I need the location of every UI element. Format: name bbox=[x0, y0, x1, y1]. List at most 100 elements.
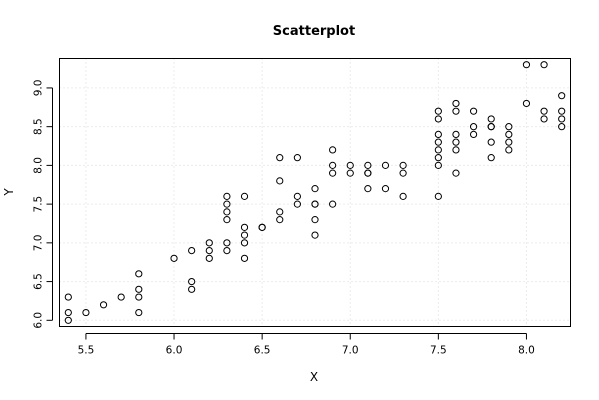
scatter-point bbox=[311, 216, 319, 224]
y-tick-label: 7.0 bbox=[33, 234, 45, 251]
scatter-point bbox=[223, 200, 231, 208]
scatter-point bbox=[276, 177, 284, 185]
scatter-point bbox=[240, 192, 249, 200]
scatter-point bbox=[434, 130, 442, 139]
x-tick-label: 7.5 bbox=[430, 345, 447, 357]
scatter-point bbox=[205, 239, 213, 247]
scatter-point bbox=[469, 130, 478, 139]
scatter-point bbox=[329, 146, 337, 154]
scatter-point bbox=[487, 115, 495, 123]
scatter-point bbox=[205, 254, 213, 262]
scatter-point bbox=[117, 293, 125, 301]
scatter-point bbox=[276, 154, 284, 162]
chart-title: Scatterplot bbox=[273, 24, 355, 39]
scatter-point bbox=[293, 154, 301, 162]
scatter-point bbox=[64, 293, 72, 301]
scatter-point bbox=[223, 239, 231, 247]
scatter-point bbox=[364, 161, 372, 169]
scatter-point bbox=[329, 200, 337, 208]
scatter-point bbox=[311, 200, 319, 208]
scatter-point bbox=[293, 192, 301, 200]
scatter-point bbox=[540, 115, 548, 123]
x-axis-label: X bbox=[310, 370, 318, 384]
scatter-point bbox=[434, 138, 442, 146]
scatter-point bbox=[452, 146, 460, 154]
scatter-point bbox=[558, 92, 566, 100]
scatter-point bbox=[99, 301, 108, 309]
scatter-point bbox=[240, 239, 249, 247]
scatter-point bbox=[522, 61, 531, 69]
y-tick-label: 6.5 bbox=[33, 273, 45, 290]
data-points bbox=[64, 61, 566, 324]
scatter-point bbox=[452, 107, 460, 115]
scatter-point bbox=[135, 285, 143, 293]
scatter-point bbox=[452, 138, 460, 146]
plot-frame bbox=[59, 58, 571, 327]
scatter-point bbox=[223, 216, 231, 224]
grid-lines bbox=[59, 58, 571, 327]
scatter-point bbox=[434, 146, 442, 154]
scatter-point bbox=[240, 223, 249, 231]
scatter-point bbox=[487, 138, 495, 146]
scatter-point bbox=[469, 107, 478, 115]
scatter-point bbox=[452, 130, 460, 139]
scatter-point bbox=[188, 285, 196, 293]
scatter-point bbox=[381, 161, 390, 169]
scatter-point bbox=[311, 231, 319, 239]
scatter-point bbox=[188, 246, 196, 255]
y-tick-label: 8.5 bbox=[33, 118, 45, 135]
x-tick-label: 5.5 bbox=[78, 345, 95, 357]
y-tick-label: 9.0 bbox=[33, 80, 45, 97]
scatter-point bbox=[540, 107, 548, 115]
scatter-point bbox=[346, 169, 354, 177]
scatter-point bbox=[505, 123, 513, 131]
scatter-point bbox=[558, 123, 566, 131]
scatter-point bbox=[293, 200, 301, 208]
scatter-point bbox=[399, 161, 407, 169]
scatter-point bbox=[82, 308, 90, 317]
scatter-point bbox=[364, 169, 372, 177]
scatter-point bbox=[311, 185, 319, 193]
scatter-point bbox=[223, 208, 231, 216]
scatter-point bbox=[135, 308, 143, 317]
y-tick-label: 6.0 bbox=[33, 312, 45, 329]
scatter-point bbox=[329, 169, 337, 177]
scatter-point bbox=[135, 293, 143, 301]
scatter-point bbox=[469, 123, 478, 131]
scatter-point bbox=[558, 107, 566, 115]
scatter-point bbox=[346, 161, 354, 169]
scatter-point bbox=[223, 246, 231, 255]
y-tick-label: 7.5 bbox=[33, 196, 45, 213]
scatter-point bbox=[329, 161, 337, 169]
axes: 5.5 6.0 6.5 7.0 7.5 8.0 6.0 6.5 7.0 7.5 8.0 8.5 9.0 bbox=[33, 80, 535, 357]
x-tick-label: 6.0 bbox=[166, 345, 183, 357]
scatter-point bbox=[487, 154, 495, 162]
scatter-point bbox=[170, 254, 178, 262]
scatter-point bbox=[452, 169, 460, 177]
scatter-point bbox=[487, 123, 495, 131]
scatter-point bbox=[540, 61, 548, 69]
scatter-point bbox=[399, 192, 407, 200]
scatter-point bbox=[434, 161, 442, 169]
scatter-point bbox=[258, 223, 266, 231]
scatter-point bbox=[399, 169, 407, 177]
scatter-point bbox=[276, 216, 284, 224]
scatter-point bbox=[434, 192, 442, 200]
scatter-point bbox=[522, 99, 531, 108]
scatter-point bbox=[434, 154, 442, 162]
x-tick-label: 8.0 bbox=[518, 345, 535, 357]
x-tick-label: 7.0 bbox=[342, 345, 359, 357]
scatter-point bbox=[188, 277, 196, 286]
scatter-point bbox=[505, 138, 513, 146]
x-tick-label: 6.5 bbox=[254, 345, 271, 357]
scatter-point bbox=[240, 231, 249, 239]
scatter-point bbox=[64, 308, 72, 317]
scatter-point bbox=[135, 270, 143, 278]
scatter-point bbox=[505, 146, 513, 154]
scatter-point bbox=[364, 185, 372, 193]
scatter-point bbox=[381, 185, 390, 193]
scatter-point bbox=[558, 115, 566, 123]
scatter-point bbox=[452, 99, 460, 108]
